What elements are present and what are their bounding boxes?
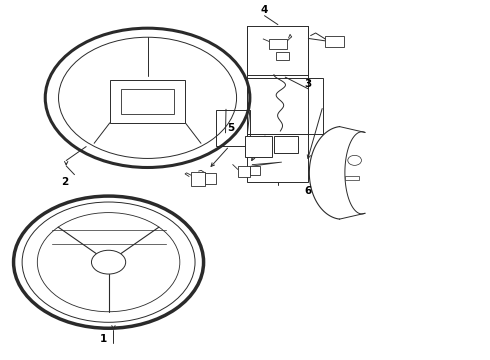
- Bar: [121, 89, 174, 114]
- Text: 6: 6: [305, 186, 312, 196]
- Bar: [345, 176, 359, 180]
- Ellipse shape: [58, 37, 237, 158]
- Ellipse shape: [14, 196, 203, 328]
- Bar: [205, 173, 216, 184]
- Bar: [325, 36, 344, 47]
- Bar: [245, 136, 272, 157]
- Ellipse shape: [45, 28, 250, 167]
- Ellipse shape: [22, 202, 195, 322]
- Text: 1: 1: [100, 334, 107, 344]
- Bar: [247, 134, 308, 182]
- Ellipse shape: [92, 250, 125, 274]
- Bar: [238, 166, 250, 177]
- Text: 2: 2: [61, 177, 68, 187]
- Text: 5: 5: [227, 123, 234, 133]
- Bar: [250, 166, 260, 175]
- Bar: [110, 80, 185, 123]
- Bar: [274, 136, 297, 153]
- Circle shape: [348, 156, 362, 165]
- Bar: [247, 78, 323, 134]
- Bar: [247, 26, 308, 75]
- Bar: [269, 39, 287, 49]
- Bar: [216, 111, 250, 146]
- Bar: [192, 172, 205, 186]
- Bar: [276, 52, 289, 60]
- Text: 4: 4: [261, 5, 268, 15]
- Text: 3: 3: [305, 78, 312, 89]
- Ellipse shape: [37, 213, 180, 312]
